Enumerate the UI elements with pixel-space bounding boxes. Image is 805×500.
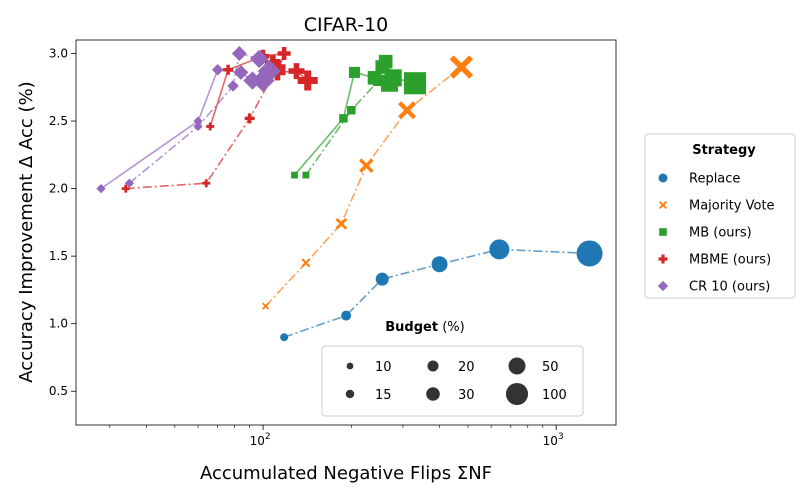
x-axis-label: Accumulated Negative Flips ΣNF — [200, 463, 492, 484]
y-axis-label: Accuracy Improvement Δ Acc (%) — [16, 81, 37, 382]
x-tick-exponent: 3 — [558, 432, 564, 442]
legend-label-replace: Replace — [689, 172, 740, 187]
data-point-cr-10-ours — [249, 49, 269, 69]
budget-legend-marker-30 — [426, 387, 440, 401]
legend-marker-majority-vote — [658, 200, 668, 210]
budget-legend-label-20: 20 — [458, 360, 475, 375]
legend-marker-cr-10-ours — [657, 280, 669, 292]
data-point-mb-ours — [375, 60, 390, 74]
data-point-mb-ours — [373, 75, 385, 87]
legend-label-majority-vote: Majority Vote — [689, 199, 775, 214]
data-point-cr-10-ours — [257, 59, 281, 83]
series-lines — [100, 52, 590, 338]
budget-legend-marker-20 — [427, 360, 439, 372]
y-tick-label: 0.5 — [49, 384, 68, 398]
budget-legend-frame — [321, 345, 584, 417]
budget-legend-label-15: 15 — [375, 388, 392, 403]
data-point-cr-10-ours — [211, 63, 224, 76]
series-markers — [96, 46, 603, 342]
data-point-replace — [431, 256, 448, 273]
data-point-cr-10-ours — [96, 183, 106, 194]
legend-label-mbme-ours: MBME (ours) — [689, 253, 771, 268]
data-point-mb-ours — [302, 171, 310, 179]
strategy-legend-title: Strategy — [692, 143, 756, 158]
data-point-mb-ours — [404, 72, 427, 95]
data-point-replace — [341, 310, 352, 321]
x-tick-label: 102 — [250, 432, 271, 448]
budget-legend-marker-10 — [346, 362, 354, 370]
data-point-mbme-ours — [121, 184, 130, 193]
data-point-mbme-ours — [288, 63, 305, 80]
budget-legend-title: Budget (%) — [385, 320, 464, 335]
series-line-cr-10-ours — [100, 68, 264, 190]
data-point-majority-vote — [359, 158, 374, 173]
y-tick-label: 2.5 — [49, 114, 68, 128]
data-point-mbme-ours — [264, 54, 281, 71]
y-tick-label: 1.5 — [49, 249, 68, 263]
y-tick-label: 2.0 — [49, 182, 68, 196]
data-point-majority-vote — [261, 302, 270, 310]
plot-frame — [75, 39, 617, 426]
data-point-mb-ours — [339, 114, 348, 123]
data-point-replace — [489, 239, 510, 260]
data-point-mbme-ours — [206, 122, 215, 131]
y-tick-label: 1.0 — [49, 317, 68, 331]
chart-title: CIFAR-10 — [304, 14, 389, 36]
budget-legend-label-50: 50 — [542, 360, 559, 375]
budget-legend-marker-15 — [345, 389, 355, 399]
data-point-mbme-ours — [269, 59, 286, 76]
legend-label-mb-ours: MB (ours) — [689, 226, 752, 241]
legend-marker-mb-ours — [659, 228, 667, 236]
budget-legend-marker-100 — [505, 382, 529, 406]
data-point-mb-ours — [347, 105, 356, 115]
budget-legend-label-30: 30 — [458, 388, 475, 403]
budget-legend: Budget (%) 10 20 50 15 30 100 — [321, 320, 584, 417]
data-point-cr-10-ours — [124, 178, 135, 188]
data-point-mbme-ours — [223, 64, 234, 75]
data-point-cr-10-ours — [233, 64, 249, 80]
data-point-replace — [280, 333, 289, 342]
data-point-cr-10-ours — [227, 80, 239, 92]
data-point-cr-10-ours — [193, 116, 203, 126]
x-tick-label: 103 — [543, 432, 564, 448]
series-line-replace — [283, 248, 590, 338]
budget-legend-label-10: 10 — [375, 360, 392, 375]
data-point-mb-ours — [381, 74, 399, 92]
legend-marker-replace — [658, 173, 668, 183]
strategy-legend-frame — [644, 133, 796, 299]
data-point-mbme-ours — [202, 179, 211, 188]
y-tick-label: 3.0 — [49, 47, 68, 61]
data-point-majority-vote — [301, 258, 311, 268]
data-point-cr-10-ours — [193, 121, 203, 132]
data-point-mb-ours — [291, 171, 298, 179]
legend-label-cr-10-ours: CR 10 (ours) — [689, 280, 770, 295]
strategy-legend: Strategy Replace Majority Vote MB (ours) MB… — [644, 133, 796, 299]
data-point-mbme-ours — [244, 113, 255, 124]
data-point-majority-vote — [335, 217, 348, 230]
data-point-majority-vote — [398, 101, 417, 120]
budget-legend-marker-50 — [508, 357, 526, 375]
data-point-majority-vote — [449, 55, 474, 79]
data-point-replace — [576, 240, 603, 267]
data-point-replace — [375, 272, 389, 286]
data-point-cr-10-ours — [231, 46, 247, 61]
legend-marker-mbme-ours — [658, 254, 668, 264]
x-tick-exponent: 2 — [265, 432, 271, 442]
data-point-mbme-ours — [277, 47, 291, 61]
budget-legend-label-100: 100 — [542, 388, 567, 403]
data-point-mb-ours — [348, 66, 360, 78]
data-point-mbme-ours — [297, 70, 318, 91]
series-line-majority-vote — [265, 66, 462, 307]
